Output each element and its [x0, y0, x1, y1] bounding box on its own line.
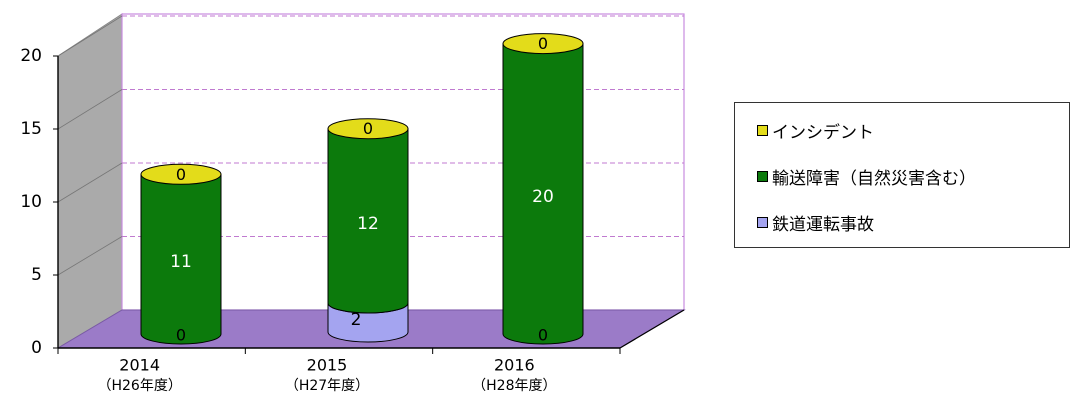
bar-transport	[502, 43, 584, 345]
y-tick-label: 10	[20, 192, 42, 212]
x-tick-label-year: 2015	[307, 356, 348, 375]
x-tick-label-era: （H26年度）	[97, 378, 181, 394]
side-gridline	[57, 236, 123, 276]
chart-legend: インシデント 輸送障害（自然災害含む） 鉄道運転事故	[734, 102, 1070, 248]
bar-transport	[140, 173, 222, 345]
legend-swatch-incident	[757, 124, 768, 136]
floor-edge	[619, 309, 685, 349]
legend-item-incident: インシデント	[757, 117, 874, 143]
data-label-transport: 12	[357, 214, 379, 234]
data-label-accident: 0	[538, 326, 548, 345]
side-gridline	[57, 15, 123, 57]
legend-item-transport: 輸送障害（自然災害含む）	[757, 163, 976, 189]
bar-incident-cap	[502, 33, 584, 55]
legend-swatch-accident	[757, 216, 768, 228]
bar-transport	[327, 128, 409, 314]
bar-incident-cap	[140, 163, 222, 185]
data-label-transport: 20	[532, 187, 554, 207]
x-tick-label-era: （H28年度）	[472, 378, 556, 394]
data-label-accident: 2	[351, 310, 362, 330]
legend-label-transport: 輸送障害（自然災害含む）	[772, 168, 976, 189]
bar-incident-cap	[327, 118, 409, 140]
data-label-incident: 0	[363, 119, 373, 138]
y-tick-label: 20	[20, 46, 42, 66]
data-label-accident: 0	[176, 326, 186, 345]
y-tick-label: 5	[31, 265, 42, 285]
side-gridline	[57, 89, 123, 130]
data-label-transport: 11	[170, 252, 192, 272]
side-gridline	[57, 162, 123, 203]
data-label-incident: 0	[538, 34, 548, 53]
legend-label-incident: インシデント	[772, 122, 874, 143]
y-tick-label: 15	[20, 119, 42, 139]
data-label-incident: 0	[176, 165, 186, 184]
x-tick-label-year: 2016	[494, 356, 535, 375]
legend-swatch-transport	[757, 170, 768, 182]
legend-label-accident: 鉄道運転事故	[772, 214, 874, 235]
y-tick-label: 0	[31, 338, 42, 358]
side-wall	[57, 13, 123, 349]
x-tick-label-year: 2014	[119, 356, 160, 375]
legend-item-accident: 鉄道運転事故	[757, 209, 874, 235]
x-tick-label-era: （H27年度）	[285, 378, 369, 394]
